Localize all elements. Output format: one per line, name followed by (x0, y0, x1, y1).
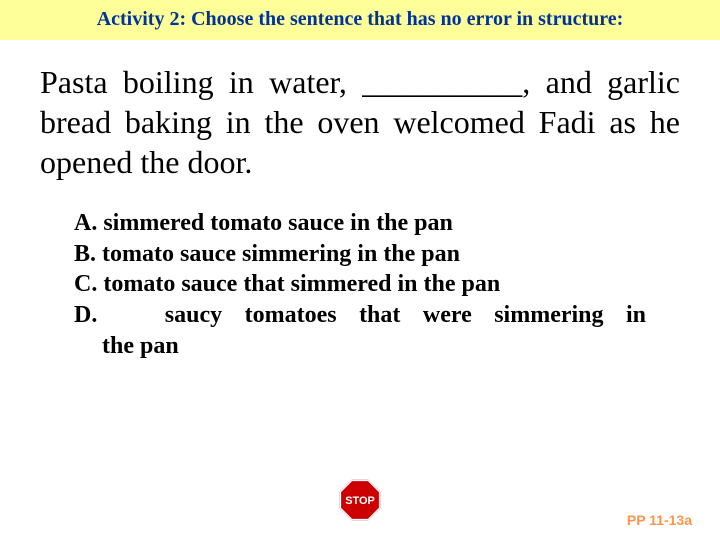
question-text: Pasta boiling in water, __________, and … (0, 40, 720, 186)
option-d-text-line2: the pan (102, 333, 179, 359)
page-ref-text: PP 11-13a (627, 512, 692, 528)
option-c-label: C. (74, 271, 97, 297)
option-c[interactable]: C. tomato sauce that simmered in the pan (74, 269, 646, 300)
options-block: A. simmered tomato sauce in the pan B. t… (0, 186, 720, 362)
stop-icon-text: STOP (345, 495, 375, 507)
option-a[interactable]: A. simmered tomato sauce in the pan (74, 208, 646, 239)
page-ref-label: PP 11-13a (627, 512, 692, 528)
option-d[interactable]: D. saucy tomatoes that were simmering in… (74, 300, 646, 361)
option-d-text-line1: saucy tomatoes that were simmering in (165, 302, 646, 328)
option-a-text: simmered tomato sauce in the pan (103, 210, 453, 236)
question-body: Pasta boiling in water, __________, and … (40, 64, 680, 180)
option-b-text: tomato sauce simmering in the pan (102, 241, 460, 267)
option-b-label: B. (74, 241, 96, 267)
activity-header-text: Activity 2: Choose the sentence that has… (97, 8, 624, 30)
option-a-label: A. (74, 210, 97, 236)
option-b[interactable]: B. tomato sauce simmering in the pan (74, 239, 646, 270)
stop-icon: STOP (339, 479, 381, 526)
option-d-label: D. (74, 302, 97, 328)
option-c-text: tomato sauce that simmered in the pan (103, 271, 500, 297)
activity-header: Activity 2: Choose the sentence that has… (0, 0, 720, 40)
